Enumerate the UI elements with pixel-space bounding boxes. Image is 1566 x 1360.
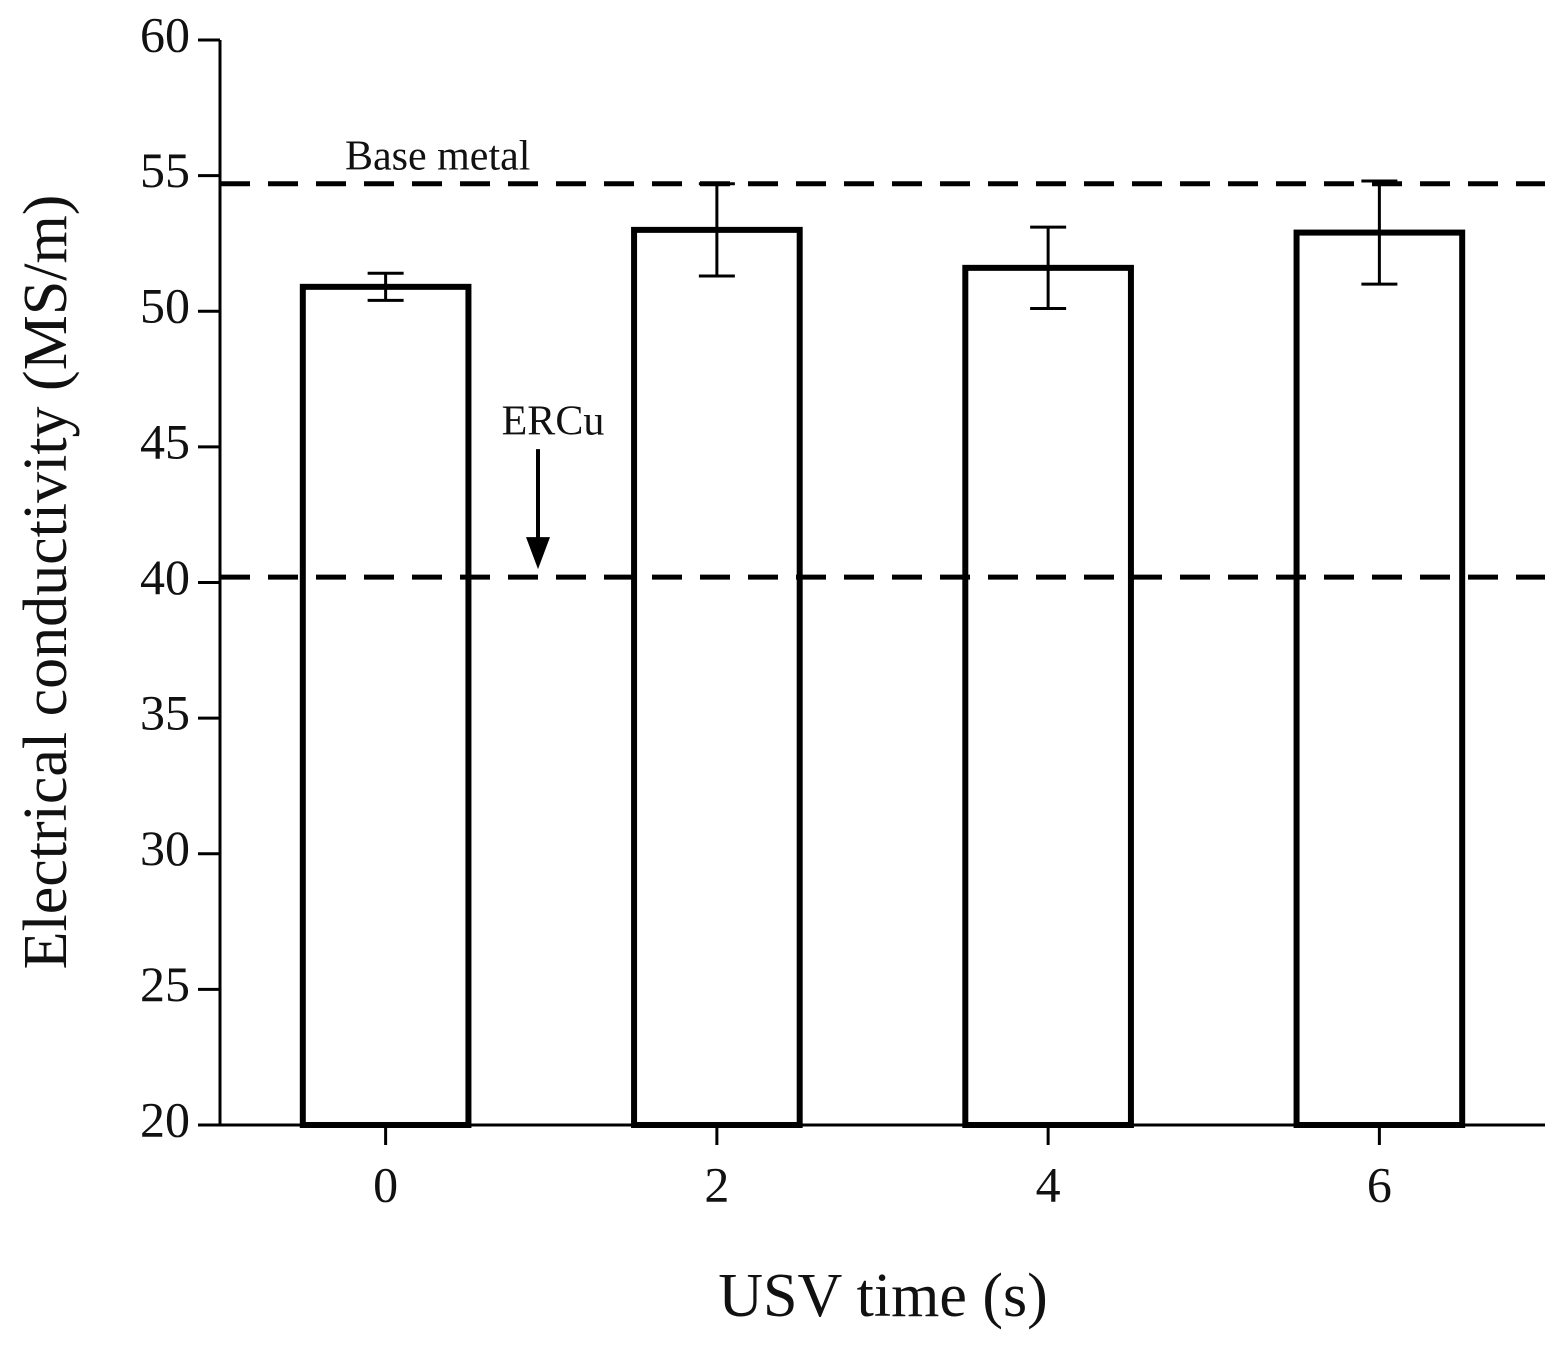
bar — [962, 264, 1134, 1129]
bar — [1293, 229, 1466, 1128]
y-tick-label: 35 — [140, 685, 190, 741]
x-tick-label: 4 — [1036, 1156, 1061, 1212]
y-tick-label: 55 — [140, 142, 190, 198]
y-axis-title: Electrical conductivity (MS/m) — [12, 195, 80, 970]
y-tick-label: 50 — [140, 278, 190, 334]
bar — [299, 283, 472, 1128]
y-tick-label: 45 — [140, 413, 190, 469]
reference-label: Base metal — [345, 133, 530, 179]
y-tick-label: 30 — [140, 820, 190, 876]
x-tick-label: 0 — [373, 1156, 398, 1212]
y-tick-label: 60 — [140, 6, 190, 62]
x-axis-title: USV time (s) — [718, 1262, 1048, 1330]
y-tick-label: 20 — [140, 1091, 190, 1147]
y-tick-label: 25 — [140, 956, 190, 1012]
annotation-arrowhead — [526, 537, 550, 570]
bar — [631, 226, 803, 1128]
y-tick-label: 40 — [140, 549, 190, 605]
x-tick-label: 6 — [1367, 1156, 1392, 1212]
reference-label: ERCu — [502, 399, 605, 445]
x-tick-label: 2 — [704, 1156, 729, 1212]
